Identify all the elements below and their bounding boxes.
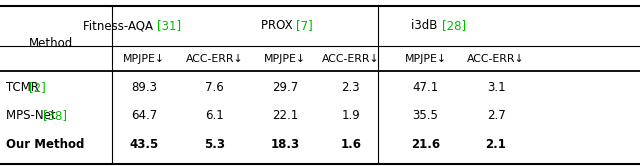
Text: MPS-Net: MPS-Net — [6, 109, 60, 122]
Text: 5.3: 5.3 — [204, 138, 225, 151]
Text: 3.1: 3.1 — [486, 81, 506, 94]
Text: 35.5: 35.5 — [413, 109, 438, 122]
Text: 29.7: 29.7 — [271, 81, 298, 94]
Text: PROX: PROX — [261, 19, 296, 32]
Text: 7.6: 7.6 — [205, 81, 224, 94]
Text: 6.1: 6.1 — [205, 109, 224, 122]
Text: [7]: [7] — [296, 19, 313, 32]
Text: 1.6: 1.6 — [340, 138, 361, 151]
Text: Our Method: Our Method — [6, 138, 84, 151]
Text: [2]: [2] — [29, 81, 46, 94]
Text: 2.3: 2.3 — [341, 81, 360, 94]
Text: [31]: [31] — [157, 19, 181, 32]
Text: MPJPE↓: MPJPE↓ — [123, 54, 165, 64]
Text: ACC-ERR↓: ACC-ERR↓ — [322, 54, 380, 64]
Text: i3dB: i3dB — [412, 19, 442, 32]
Text: 64.7: 64.7 — [131, 109, 157, 122]
Text: Method: Method — [29, 37, 74, 50]
Text: 2.7: 2.7 — [486, 109, 506, 122]
Text: TCMR: TCMR — [6, 81, 43, 94]
Text: MPJPE↓: MPJPE↓ — [404, 54, 447, 64]
Text: ACC-ERR↓: ACC-ERR↓ — [467, 54, 525, 64]
Text: 2.1: 2.1 — [486, 138, 506, 151]
Text: 21.6: 21.6 — [411, 138, 440, 151]
Text: Fitness-AQA: Fitness-AQA — [83, 19, 157, 32]
Text: [28]: [28] — [442, 19, 466, 32]
Text: MPJPE↓: MPJPE↓ — [264, 54, 306, 64]
Text: 1.9: 1.9 — [341, 109, 360, 122]
Text: 43.5: 43.5 — [129, 138, 159, 151]
Text: 89.3: 89.3 — [131, 81, 157, 94]
Text: ACC-ERR↓: ACC-ERR↓ — [186, 54, 243, 64]
Text: 47.1: 47.1 — [412, 81, 439, 94]
Text: 22.1: 22.1 — [271, 109, 298, 122]
Text: [38]: [38] — [44, 109, 67, 122]
Text: 18.3: 18.3 — [270, 138, 300, 151]
